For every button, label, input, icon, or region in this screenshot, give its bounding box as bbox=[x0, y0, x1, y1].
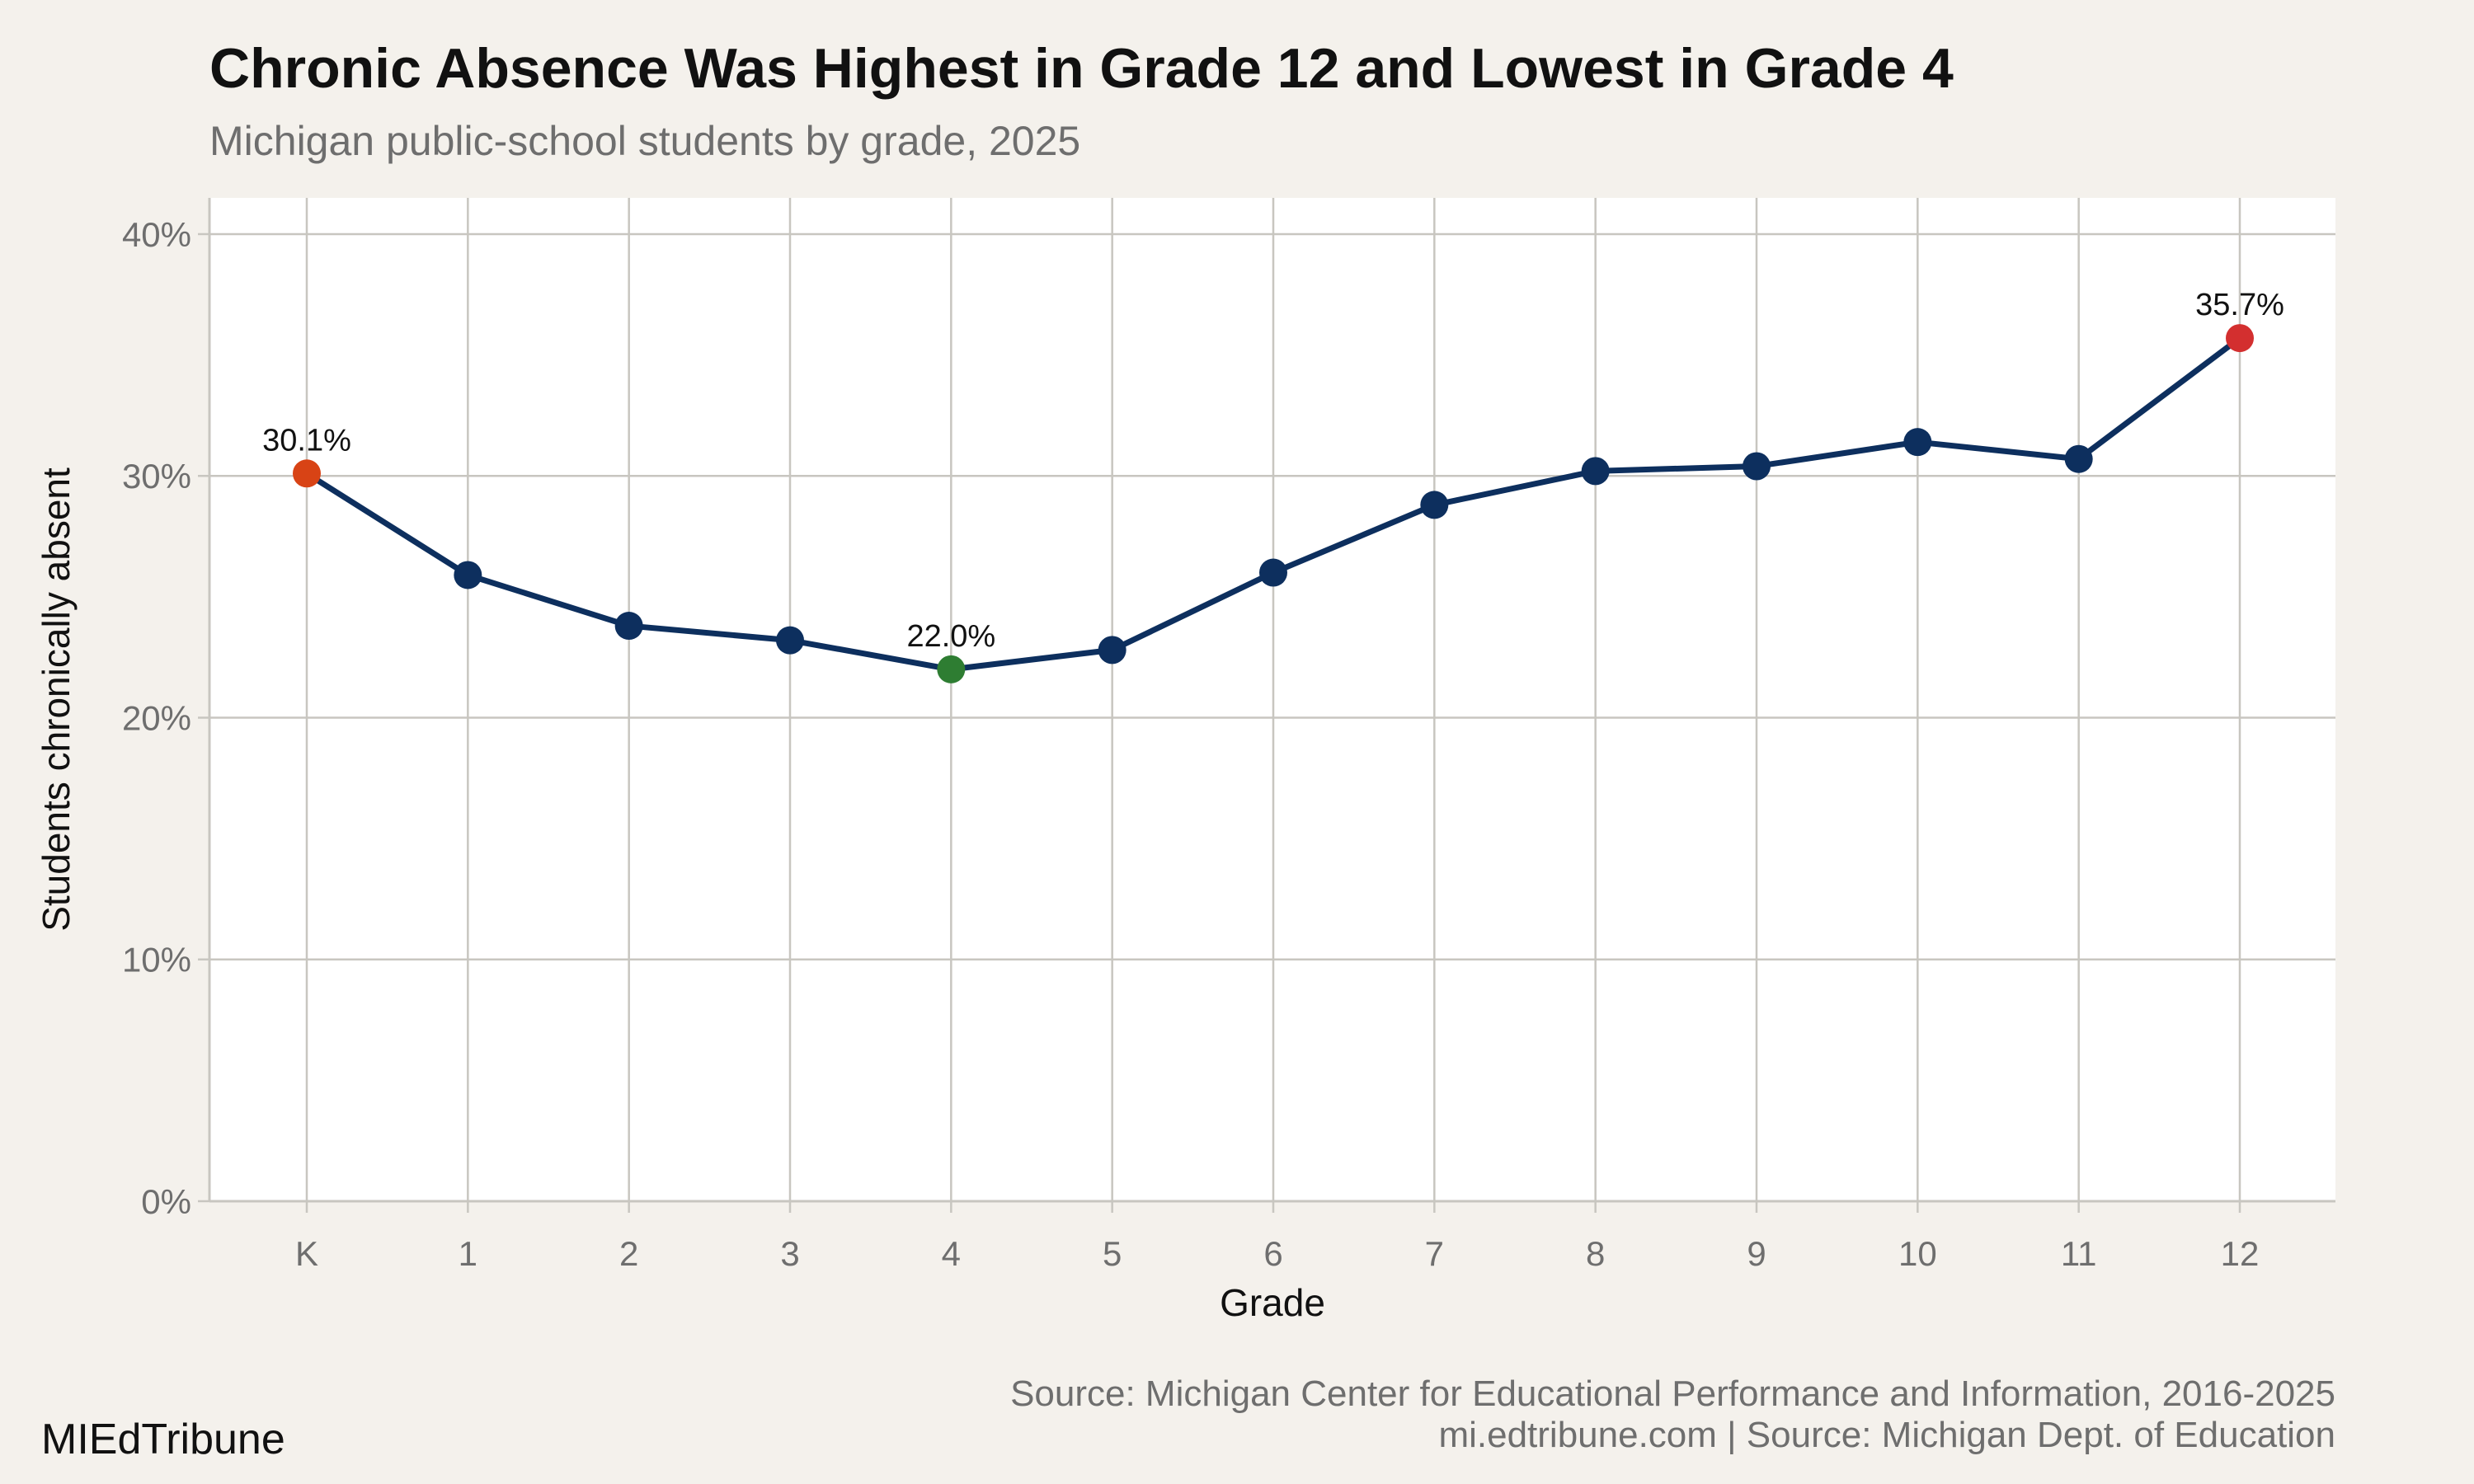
data-point-1 bbox=[454, 561, 482, 589]
y-tick-label: 40% bbox=[122, 215, 191, 254]
source-line-2: mi.edtribune.com | Source: Michigan Dept… bbox=[1438, 1415, 2335, 1455]
chart-subtitle: Michigan public-school students by grade… bbox=[209, 118, 1081, 164]
y-tick-label: 30% bbox=[122, 457, 191, 495]
x-tick-label: 7 bbox=[1425, 1234, 1444, 1273]
x-tick-label: 11 bbox=[2061, 1234, 2097, 1273]
data-point-2 bbox=[614, 612, 643, 641]
data-point-7 bbox=[1420, 491, 1449, 519]
data-point-4 bbox=[937, 655, 966, 683]
x-tick-label: 12 bbox=[2221, 1234, 2260, 1273]
y-tick-label: 10% bbox=[122, 941, 191, 979]
x-tick-label: 10 bbox=[1898, 1234, 1937, 1273]
x-tick-label: 8 bbox=[1586, 1234, 1605, 1273]
data-point-12 bbox=[2226, 324, 2254, 353]
x-tick-label: 2 bbox=[619, 1234, 638, 1273]
x-tick-label: K bbox=[295, 1234, 318, 1273]
y-tick-label: 20% bbox=[122, 698, 191, 737]
y-tick-label: 0% bbox=[141, 1182, 191, 1221]
x-tick-label: 6 bbox=[1263, 1234, 1282, 1273]
data-point-9 bbox=[1743, 452, 1771, 481]
source-note: Source: Michigan Center for Educational … bbox=[1010, 1374, 2335, 1456]
x-tick-label: 5 bbox=[1103, 1234, 1122, 1273]
data-point-10 bbox=[1903, 428, 1932, 457]
x-axis-title: Grade bbox=[1220, 1281, 1325, 1324]
x-tick-label: 9 bbox=[1747, 1234, 1766, 1273]
data-label-4: 22.0% bbox=[906, 619, 995, 654]
data-point-5 bbox=[1098, 636, 1126, 665]
x-tick-label: 4 bbox=[942, 1234, 961, 1273]
x-tick-label: 3 bbox=[780, 1234, 799, 1273]
chart-title: Chronic Absence Was Highest in Grade 12 … bbox=[209, 37, 1954, 100]
data-point-K bbox=[293, 459, 321, 488]
data-point-3 bbox=[776, 626, 804, 655]
data-point-6 bbox=[1259, 558, 1287, 587]
y-axis-title: Students chronically absent bbox=[35, 467, 78, 932]
data-point-11 bbox=[2064, 444, 2093, 473]
brand-logo-text: MIEdTribune bbox=[41, 1416, 285, 1463]
x-tick-label: 1 bbox=[459, 1234, 477, 1273]
data-point-8 bbox=[1581, 457, 1610, 486]
data-label-K: 30.1% bbox=[262, 423, 351, 458]
data-label-12: 35.7% bbox=[2195, 288, 2284, 322]
source-line-1: Source: Michigan Center for Educational … bbox=[1010, 1374, 2335, 1414]
